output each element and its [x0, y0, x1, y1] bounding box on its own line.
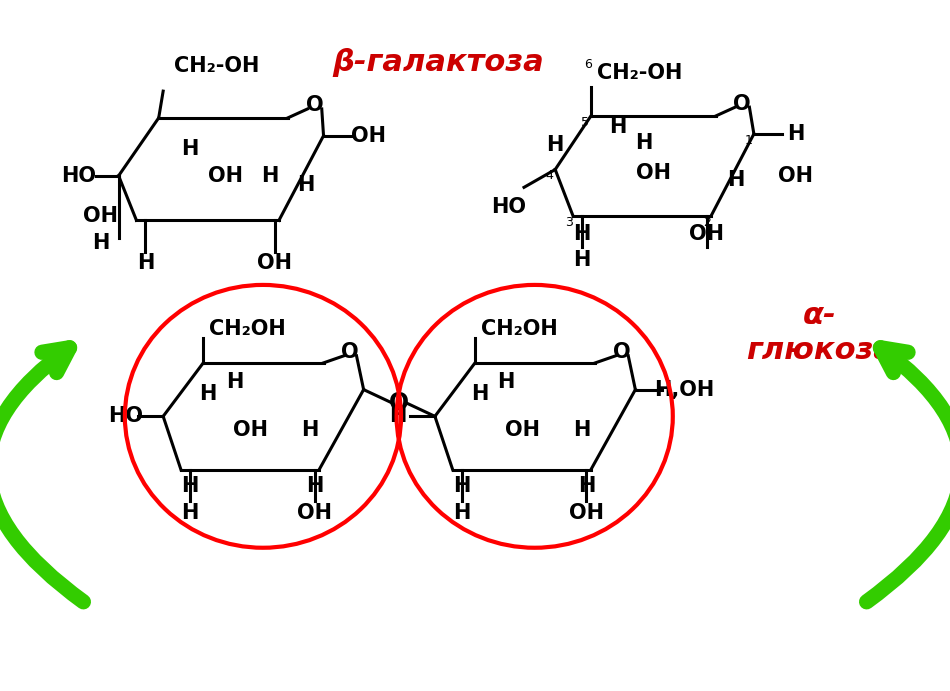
- Text: H: H: [92, 233, 109, 253]
- Text: H: H: [297, 175, 314, 195]
- Text: 5: 5: [580, 116, 589, 129]
- Text: O: O: [733, 93, 751, 113]
- Text: CH₂-OH: CH₂-OH: [174, 56, 259, 76]
- Text: H,OH: H,OH: [655, 379, 714, 399]
- Text: OH: OH: [569, 502, 604, 522]
- Text: OH: OH: [504, 419, 540, 439]
- Text: H: H: [573, 224, 591, 244]
- Text: α-
глюкоза: α- глюкоза: [746, 301, 894, 366]
- Text: H: H: [137, 253, 154, 273]
- Text: H: H: [226, 372, 243, 392]
- Text: H: H: [261, 166, 278, 186]
- Text: O: O: [390, 391, 409, 415]
- Text: H: H: [546, 135, 564, 155]
- Text: H: H: [453, 476, 470, 496]
- Text: 3: 3: [564, 216, 573, 229]
- Text: H: H: [181, 476, 199, 496]
- Text: H: H: [301, 419, 319, 439]
- Text: OH: OH: [351, 126, 386, 146]
- Text: OH: OH: [208, 166, 243, 186]
- Text: OH: OH: [297, 502, 332, 522]
- Text: 6: 6: [584, 58, 592, 71]
- Text: H: H: [199, 384, 217, 404]
- Text: HO: HO: [61, 166, 96, 186]
- Text: OH: OH: [778, 166, 813, 186]
- Text: 1: 1: [745, 133, 752, 146]
- Text: OH: OH: [257, 253, 292, 273]
- Text: H: H: [636, 133, 653, 153]
- Text: CH₂OH: CH₂OH: [481, 319, 558, 339]
- Text: H: H: [181, 139, 199, 159]
- Text: H: H: [787, 124, 805, 144]
- Text: H: H: [453, 502, 470, 522]
- Text: O: O: [341, 342, 359, 362]
- Text: H: H: [578, 476, 595, 496]
- Text: HO: HO: [108, 406, 143, 426]
- Text: CH₂-OH: CH₂-OH: [598, 64, 682, 84]
- Text: OH: OH: [233, 419, 268, 439]
- Text: HO: HO: [491, 197, 526, 217]
- Text: H: H: [609, 117, 626, 137]
- Text: H: H: [306, 476, 323, 496]
- Text: H: H: [573, 419, 591, 439]
- Text: OH: OH: [636, 163, 671, 183]
- Text: O: O: [613, 342, 631, 362]
- Text: OH: OH: [689, 224, 724, 244]
- Text: H: H: [181, 502, 199, 522]
- Text: 4: 4: [545, 169, 553, 182]
- Text: O: O: [306, 95, 323, 115]
- Text: H: H: [573, 250, 591, 270]
- Text: H: H: [728, 170, 745, 190]
- Text: β-галактоза: β-галактоза: [332, 48, 544, 77]
- Text: H: H: [471, 384, 488, 404]
- Text: CH₂OH: CH₂OH: [209, 319, 286, 339]
- Text: H: H: [498, 372, 515, 392]
- Text: 2: 2: [703, 216, 711, 229]
- Text: H: H: [389, 406, 407, 426]
- Text: OH: OH: [84, 206, 119, 226]
